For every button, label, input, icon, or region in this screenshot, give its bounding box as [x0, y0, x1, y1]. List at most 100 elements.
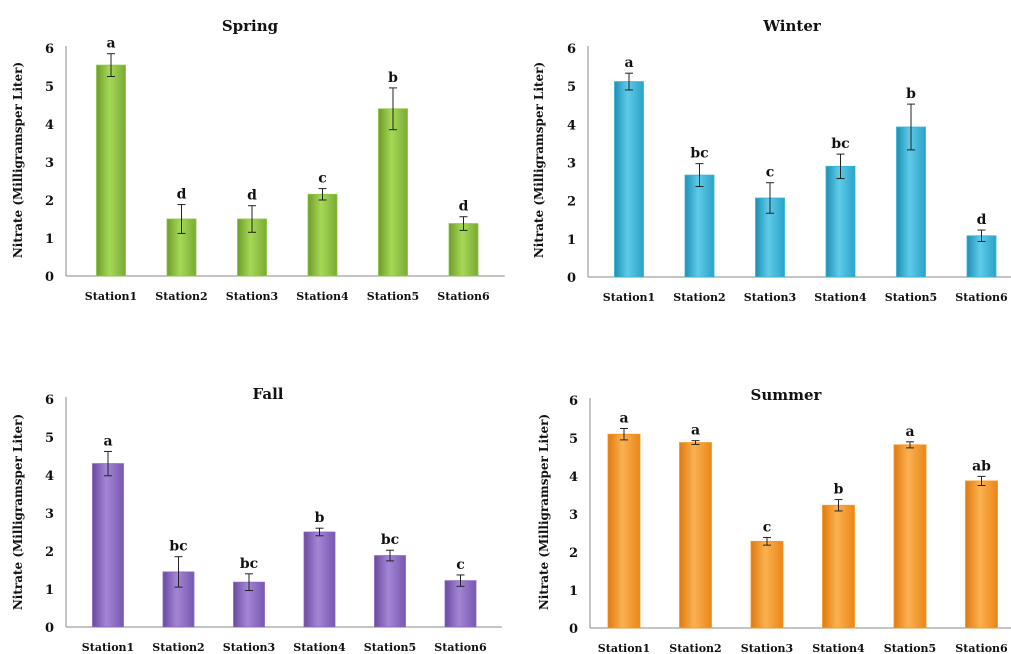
significance-letter: d	[177, 187, 187, 203]
significance-letter: a	[103, 433, 112, 449]
y-tick-label: 6	[45, 42, 54, 57]
plot-area: 0 1 2 3 4 5 6 a Station1 d Station2 d Station3 c Stati…	[45, 36, 505, 303]
y-tick-label: 3	[45, 507, 54, 522]
y-tick-label: 3	[45, 156, 54, 171]
x-tick-label: Station5	[364, 641, 416, 654]
bar	[679, 442, 712, 629]
bar	[822, 504, 855, 629]
significance-letter: a	[619, 411, 628, 427]
y-axis-label: Nitrate (Milligramsper Liter)	[11, 414, 25, 610]
x-tick-label: Station6	[955, 642, 1008, 654]
significance-letter: c	[766, 165, 775, 181]
x-tick-label: Station6	[437, 290, 490, 303]
y-axis-label: Nitrate (Milligramsper Liter)	[11, 62, 25, 258]
bar	[307, 193, 338, 277]
significance-letter: a	[624, 55, 633, 71]
plot-area: 0 1 2 3 4 5 6 a Station1 bc Station2 c Station3 bc Sta…	[567, 42, 1011, 304]
x-tick-label: Station2	[673, 291, 725, 304]
y-tick-label: 3	[567, 157, 576, 172]
bar	[607, 433, 641, 629]
y-tick-label: 2	[567, 195, 576, 210]
chart-title: Winter	[762, 17, 822, 35]
y-tick-label: 5	[45, 431, 54, 446]
significance-letter: b	[388, 70, 398, 86]
chart-summer: Summer Nitrate (Milligramsper Liter) 0 1 2…	[537, 386, 1011, 654]
y-tick-label: 1	[569, 584, 578, 599]
bar	[750, 540, 784, 629]
bar	[684, 174, 715, 278]
significance-letter: bc	[690, 146, 708, 162]
bar	[825, 165, 856, 278]
x-tick-label: Station5	[884, 642, 936, 654]
bar	[374, 555, 406, 628]
bar	[893, 444, 927, 629]
y-axis-label: Nitrate (Milligramsper Liter)	[537, 414, 551, 610]
y-tick-label: 1	[567, 233, 576, 248]
y-tick-label: 5	[567, 80, 576, 95]
significance-letter: c	[456, 557, 465, 573]
y-tick-label: 4	[567, 118, 576, 133]
chart-title: Summer	[751, 386, 823, 404]
y-tick-label: 2	[45, 194, 54, 209]
x-tick-label: Station3	[744, 291, 796, 304]
y-tick-label: 4	[45, 469, 54, 484]
bar	[966, 235, 997, 278]
significance-letter: b	[906, 86, 916, 102]
y-tick-label: 0	[45, 270, 54, 285]
significance-letter: bc	[169, 539, 187, 555]
plot-area: 0 1 2 3 4 5 6 a Station1 a Station2 c Station3 b Stati…	[569, 394, 1011, 654]
bar	[448, 223, 479, 277]
x-tick-label: Station2	[155, 290, 207, 303]
x-tick-label: Station1	[598, 642, 650, 654]
x-tick-label: Station3	[226, 290, 278, 303]
significance-letter: b	[834, 482, 844, 498]
x-tick-label: Station3	[741, 642, 793, 654]
x-tick-label: Station5	[367, 290, 419, 303]
y-axis-label: Nitrate (Milligramsper Liter)	[532, 62, 546, 258]
y-tick-label: 0	[569, 622, 578, 637]
bar	[92, 463, 124, 628]
chart-fall: Fall Nitrate (Milligramsper Liter) 0 1 2 3 4…	[11, 385, 502, 654]
significance-letter: bc	[240, 556, 258, 572]
x-tick-label: Station4	[814, 291, 867, 304]
y-tick-label: 1	[45, 583, 54, 598]
x-tick-label: Station2	[152, 641, 204, 654]
bar	[614, 81, 644, 278]
y-tick-label: 0	[45, 621, 54, 636]
chart-winter: Winter Nitrate (Milligramsper Liter) 0 1 2…	[532, 17, 1011, 304]
x-tick-label: Station1	[82, 641, 134, 654]
significance-letter: b	[315, 510, 325, 526]
y-tick-label: 6	[569, 394, 578, 409]
significance-letter: d	[459, 199, 469, 215]
bar	[444, 580, 477, 628]
y-tick-label: 1	[45, 232, 54, 247]
y-tick-label: 0	[567, 271, 576, 286]
x-tick-label: Station4	[293, 641, 346, 654]
significance-letter: a	[905, 424, 914, 440]
significance-letter: d	[247, 188, 257, 204]
x-tick-label: Station3	[223, 641, 275, 654]
significance-letter: c	[318, 171, 327, 187]
y-tick-label: 3	[569, 508, 578, 523]
significance-letter: ab	[972, 458, 991, 474]
bar	[378, 108, 408, 277]
y-tick-label: 4	[45, 118, 54, 133]
bar	[303, 531, 336, 628]
y-tick-label: 5	[569, 432, 578, 447]
chart-title: Fall	[253, 385, 284, 403]
chart-title: Spring	[222, 17, 279, 35]
chart-spring: Spring Nitrate (Milligramsper Liter) 0 1 2…	[11, 17, 505, 303]
y-tick-label: 6	[45, 393, 54, 408]
x-tick-label: Station2	[669, 642, 721, 654]
significance-letter: d	[977, 212, 987, 228]
significance-letter: a	[106, 36, 115, 52]
bar	[965, 480, 998, 629]
x-tick-label: Station1	[603, 291, 655, 304]
y-tick-label: 6	[567, 42, 576, 57]
significance-letter: a	[691, 423, 700, 439]
x-tick-label: Station4	[296, 290, 349, 303]
significance-letter: bc	[831, 136, 849, 152]
x-tick-label: Station5	[885, 291, 937, 304]
bar	[896, 126, 926, 278]
